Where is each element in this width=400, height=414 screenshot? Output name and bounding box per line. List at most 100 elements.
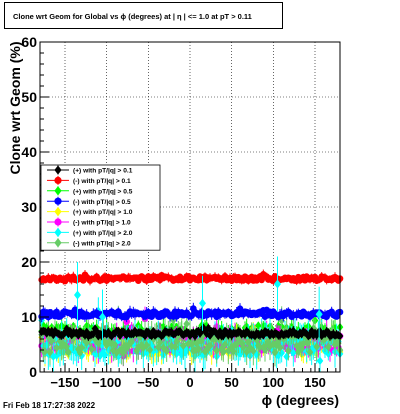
data-point (276, 343, 284, 352)
data-point (99, 312, 106, 322)
data-point (125, 341, 132, 350)
data-point (91, 324, 99, 333)
data-point (205, 323, 212, 333)
data-point (288, 329, 295, 338)
data-point (285, 330, 292, 339)
data-point (313, 342, 320, 351)
data-point (45, 332, 52, 341)
timestamp-footer: Fri Feb 18 17:27:38 2022 (3, 401, 96, 410)
data-point (274, 279, 281, 289)
data-point (261, 345, 269, 355)
data-point (193, 338, 200, 348)
x-tick-label: 0 (186, 375, 193, 390)
data-point (255, 321, 262, 330)
data-point (65, 347, 72, 357)
data-point (111, 340, 119, 350)
data-point (170, 346, 177, 356)
data-point (325, 328, 332, 337)
data-point (243, 322, 250, 331)
x-tick-label: 50 (224, 375, 238, 390)
data-point (305, 337, 312, 347)
data-point (108, 339, 115, 348)
data-point (190, 328, 197, 337)
data-point (238, 338, 245, 348)
data-point (93, 326, 100, 336)
data-point (285, 346, 292, 356)
data-point (185, 328, 192, 338)
y-tick-label: 0 (29, 364, 37, 380)
legend-label: (+) with pT/|q| > 2.0 (73, 230, 133, 237)
data-point (101, 337, 109, 346)
legend-marker (54, 176, 62, 184)
legend-label: (-) with pT/|q| > 1.0 (73, 220, 131, 227)
legend: (+) with pT/|q| > 0.1 (-) with pT/|q| > 0… (40, 164, 161, 251)
data-point (143, 340, 150, 350)
data-point (98, 331, 105, 341)
data-point (195, 326, 202, 336)
data-point (146, 345, 154, 355)
legend-marker (54, 206, 62, 217)
data-point (140, 343, 147, 353)
legend-marker (54, 227, 62, 238)
data-point (78, 343, 85, 353)
data-point (250, 346, 257, 356)
data-point (226, 327, 234, 337)
y-tick-label: 60 (21, 34, 37, 50)
data-point (65, 329, 72, 339)
data-point (216, 335, 224, 345)
data-point (331, 340, 339, 350)
data-point (265, 328, 272, 338)
data-point (73, 348, 80, 358)
legend-label: (-) with pT/|q| > 2.0 (73, 240, 131, 247)
data-point (185, 339, 192, 349)
data-point (321, 334, 329, 344)
data-point (141, 331, 149, 341)
legend-marker (54, 197, 62, 205)
data-point (105, 327, 112, 337)
data-point (206, 331, 214, 340)
data-points (38, 256, 344, 372)
data-point (138, 340, 145, 350)
x-tick-label: 100 (262, 375, 284, 390)
data-point (256, 342, 264, 352)
data-point (199, 298, 206, 308)
data-point (108, 331, 115, 341)
data-point (298, 329, 305, 339)
data-point (273, 340, 280, 350)
x-axis-label: ϕ (degrees) (262, 392, 339, 408)
data-point (91, 349, 99, 359)
data-point (216, 327, 224, 336)
data-point (50, 352, 57, 361)
x-tick-label: −150 (50, 375, 79, 390)
data-point (243, 347, 250, 357)
data-point (266, 342, 274, 351)
data-point (156, 338, 164, 347)
data-point (325, 349, 332, 359)
data-point (201, 326, 209, 336)
data-point (83, 338, 90, 347)
data-point (283, 352, 290, 361)
series-points (38, 323, 344, 342)
data-point (295, 347, 302, 356)
data-point (90, 329, 97, 339)
legend-marker (54, 186, 62, 196)
series-points (38, 269, 344, 286)
legend-label: (-) with pT/|q| > 0.1 (73, 178, 131, 185)
legend-label: (+) with pT/|q| > 0.5 (73, 188, 133, 195)
legend-marker (54, 238, 62, 248)
data-point (48, 326, 55, 336)
y-tick-label: 20 (21, 254, 37, 270)
legend-marker (54, 165, 62, 175)
legend-label: (+) with pT/|q| > 1.0 (73, 209, 133, 216)
y-tick-label: 30 (21, 199, 37, 215)
data-point (160, 330, 167, 340)
series-points (38, 302, 344, 323)
x-tick-label: −100 (92, 375, 121, 390)
data-point (260, 331, 267, 340)
data-point (300, 339, 307, 349)
data-point (41, 347, 49, 356)
data-point (251, 331, 259, 341)
data-point (228, 331, 235, 340)
y-axis-label: Clone wrt Geom (%) (7, 41, 23, 174)
